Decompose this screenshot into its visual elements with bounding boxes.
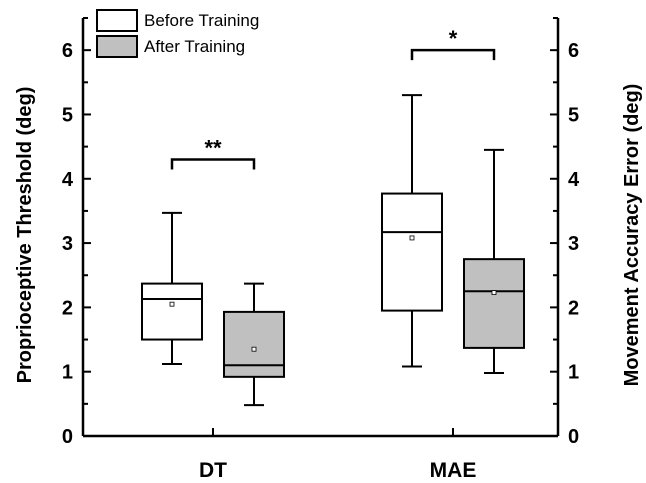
right-tick-label: 4 — [568, 169, 580, 191]
mean-marker-after-training-dt — [251, 346, 257, 352]
left-tick-label: 2 — [62, 297, 73, 319]
left-tick-label: 1 — [62, 362, 73, 384]
right-tick-label: 2 — [568, 297, 579, 319]
left-tick-label: 0 — [62, 426, 73, 448]
right-tick-label: 1 — [568, 362, 579, 384]
left-tick-label: 6 — [62, 40, 73, 62]
right-tick-label: 6 — [568, 40, 579, 62]
legend-swatch — [96, 35, 138, 58]
labels-layer: 0 0 1 1 2 2 3 3 4 4 5 5 6 6 DT MAE Proprioceptive Thresh… — [14, 40, 643, 482]
legend-label: Before Training — [144, 11, 259, 30]
right-tick-label: 0 — [568, 426, 579, 448]
legend-swatch — [96, 9, 138, 32]
box-after-training-mae — [463, 258, 525, 349]
right-tick-label: 5 — [568, 104, 579, 126]
category-label-mae: MAE — [430, 459, 477, 482]
mean-marker-after-training-mae — [491, 290, 497, 295]
left-tick-label: 5 — [62, 104, 73, 126]
significance-label-mae: * — [449, 26, 458, 51]
box-before-training-dt — [141, 282, 203, 341]
left-tick-label: 4 — [62, 169, 74, 191]
mean-marker-before-training-dt — [169, 301, 175, 307]
left-axis-title: Proprioceptive Threshold (deg) — [14, 87, 36, 384]
box-before-training-mae — [381, 192, 443, 312]
left-tick-label: 3 — [62, 233, 73, 255]
right-tick-label: 3 — [568, 233, 579, 255]
legend-label: After Training — [144, 37, 245, 56]
significance-bracket-mae — [410, 48, 496, 61]
mean-marker-before-training-mae — [409, 235, 415, 241]
boxes-layer — [141, 94, 525, 407]
significance-label-dt: ** — [204, 135, 222, 160]
right-axis-title: Movement Accuracy Error (deg) — [621, 84, 643, 387]
box-after-training-dt — [223, 310, 285, 378]
axes-layer — [81, 17, 560, 438]
significance-bracket-dt — [170, 158, 256, 170]
category-label-dt: DT — [199, 459, 227, 482]
significance-layer: *** — [170, 26, 496, 170]
legend: Before Training After Training — [96, 9, 259, 58]
